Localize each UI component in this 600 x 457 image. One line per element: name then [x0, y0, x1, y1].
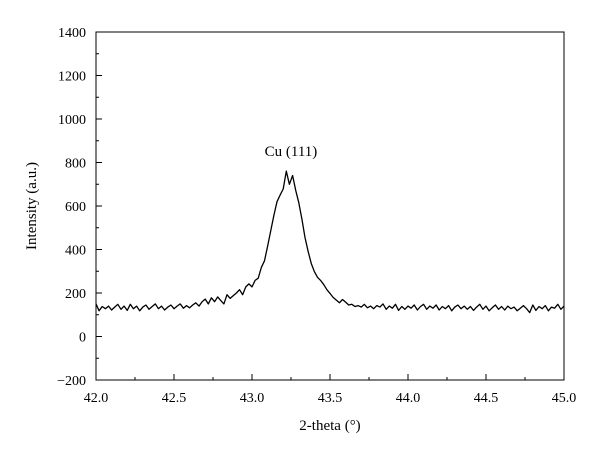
y-tick-label: 1000: [58, 113, 86, 128]
x-tick-label: 44.0: [396, 391, 421, 406]
xrd-line: [95, 170, 565, 314]
x-tick-label: 42.5: [162, 391, 187, 406]
y-tick-label: 1200: [58, 70, 86, 85]
y-tick-label: 800: [65, 157, 86, 172]
x-tick-label: 43.5: [318, 391, 343, 406]
y-tick-label: 200: [65, 287, 86, 302]
y-axis: −200 0 200 400 600 800 1000 1200 1400: [57, 26, 102, 389]
y-axis-title: Intensity (a.u.): [24, 162, 40, 250]
x-tick-label: 44.5: [474, 391, 499, 406]
y-tick-label: 1400: [58, 26, 86, 41]
x-axis: 42.0 42.5 43.0 43.5 44.0 44.5 45.0: [84, 374, 577, 406]
y-tick-label: 400: [65, 244, 86, 259]
plot-frame: [95, 31, 565, 381]
annotation-layer: Cu (111): [265, 144, 318, 160]
y-tick-label: 0: [79, 331, 86, 346]
x-axis-title: 2-theta (°): [299, 418, 360, 434]
series-layer: [95, 170, 565, 314]
y-tick-label: −200: [57, 374, 86, 389]
x-tick-label: 45.0: [552, 391, 577, 406]
y-tick-label: 600: [65, 200, 86, 215]
plot-area: [95, 31, 565, 381]
peak-label: Cu (111): [265, 144, 318, 160]
x-tick-label: 43.0: [240, 391, 265, 406]
x-tick-label: 42.0: [84, 391, 109, 406]
